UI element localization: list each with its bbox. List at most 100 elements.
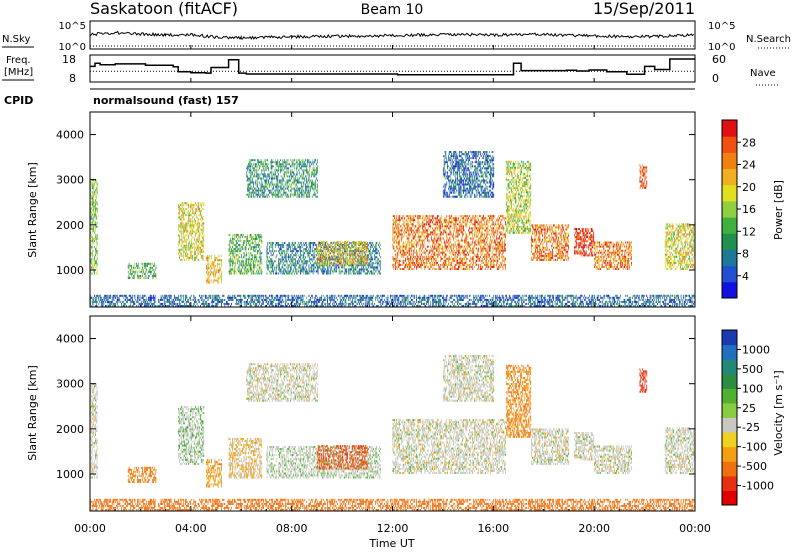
power-cell bbox=[372, 264, 374, 267]
power-cell bbox=[295, 256, 297, 259]
power-cell bbox=[416, 253, 418, 256]
power-cell bbox=[316, 251, 318, 254]
power-cell bbox=[188, 236, 190, 239]
power-cell bbox=[201, 216, 203, 219]
power-cell bbox=[152, 275, 154, 278]
power-cell bbox=[363, 245, 365, 248]
power-cell bbox=[153, 270, 155, 273]
power-cell bbox=[93, 211, 95, 214]
power-cell bbox=[200, 228, 202, 231]
power-cell bbox=[410, 217, 411, 220]
power-cell bbox=[433, 247, 435, 250]
power-cell bbox=[310, 246, 312, 249]
power-cell bbox=[323, 259, 325, 262]
power-cell bbox=[269, 246, 270, 249]
power-cell bbox=[313, 189, 315, 192]
power-cell bbox=[359, 255, 361, 258]
power-cell bbox=[420, 245, 422, 248]
power-cell bbox=[433, 237, 435, 240]
power-cell bbox=[451, 259, 453, 262]
power-cell bbox=[321, 270, 323, 273]
power-cell bbox=[212, 263, 214, 266]
power-cell bbox=[358, 253, 359, 256]
power-cell bbox=[253, 185, 254, 188]
power-cell bbox=[429, 219, 431, 222]
power-cell bbox=[356, 255, 358, 258]
power-cell bbox=[297, 191, 299, 194]
power-cell bbox=[345, 268, 347, 271]
power-cell bbox=[95, 252, 96, 255]
power-cell bbox=[290, 187, 292, 190]
power-cell bbox=[395, 249, 396, 252]
power-cell bbox=[278, 246, 280, 249]
power-cell bbox=[232, 252, 233, 255]
power-cell bbox=[450, 217, 452, 220]
power-cell bbox=[314, 173, 316, 176]
power-cell bbox=[304, 260, 306, 263]
power-cell bbox=[283, 179, 285, 182]
power-cell bbox=[309, 191, 311, 194]
power-cell bbox=[242, 256, 244, 259]
power-cell bbox=[402, 249, 404, 252]
power-cell bbox=[305, 262, 306, 265]
power-cell bbox=[394, 231, 396, 234]
power-cell bbox=[291, 175, 293, 178]
power-cell bbox=[397, 229, 399, 232]
power-cell bbox=[275, 175, 277, 178]
power-cell bbox=[233, 256, 235, 259]
power-cell bbox=[407, 233, 409, 236]
power-cell bbox=[248, 163, 249, 166]
power-cell bbox=[329, 261, 331, 264]
power-cell bbox=[300, 250, 302, 253]
power-cell bbox=[198, 214, 200, 217]
power-cell bbox=[94, 240, 96, 243]
power-cell bbox=[393, 223, 395, 226]
freq-line bbox=[90, 58, 695, 76]
power-cell bbox=[278, 189, 280, 192]
power-cell bbox=[290, 173, 292, 176]
power-cell bbox=[311, 183, 313, 186]
power-cell bbox=[314, 250, 316, 253]
power-cell bbox=[253, 235, 254, 238]
power-cell bbox=[195, 212, 196, 215]
power-cell bbox=[189, 240, 191, 243]
power-cell bbox=[179, 210, 180, 213]
power-cell bbox=[374, 246, 375, 249]
power-cell bbox=[309, 175, 311, 178]
power-cell bbox=[285, 171, 287, 174]
power-cell bbox=[132, 266, 134, 269]
power-cell bbox=[323, 266, 325, 269]
power-cell bbox=[281, 181, 283, 184]
power-cell bbox=[277, 179, 279, 182]
power-cell bbox=[232, 246, 233, 249]
power-cell bbox=[257, 179, 259, 182]
power-cell bbox=[248, 189, 249, 192]
power-cell bbox=[410, 215, 411, 218]
power-cell bbox=[300, 250, 301, 253]
power-cell bbox=[353, 272, 354, 275]
power-cell bbox=[455, 245, 457, 248]
power-cell bbox=[215, 257, 217, 260]
power-cell bbox=[256, 256, 258, 259]
power-cell bbox=[248, 183, 250, 186]
power-cell bbox=[192, 230, 194, 233]
power-cell bbox=[419, 215, 421, 218]
power-cell bbox=[295, 268, 296, 271]
power-cell bbox=[188, 222, 190, 225]
power-cell bbox=[94, 211, 96, 214]
power-cell bbox=[331, 263, 333, 266]
power-cell bbox=[375, 250, 377, 253]
power-cell bbox=[269, 270, 270, 273]
power-cell bbox=[442, 265, 444, 268]
power-cell bbox=[254, 169, 256, 172]
power-cell bbox=[201, 236, 203, 239]
power-cell bbox=[190, 254, 192, 257]
power-cell bbox=[376, 252, 378, 255]
power-cell bbox=[353, 270, 355, 273]
power-cell bbox=[260, 266, 262, 269]
power-cell bbox=[413, 261, 415, 264]
power-cell bbox=[395, 265, 397, 268]
power-cell bbox=[364, 254, 366, 257]
power-cell bbox=[253, 169, 255, 172]
noise-right-tick-top: 10^5 bbox=[708, 21, 735, 32]
